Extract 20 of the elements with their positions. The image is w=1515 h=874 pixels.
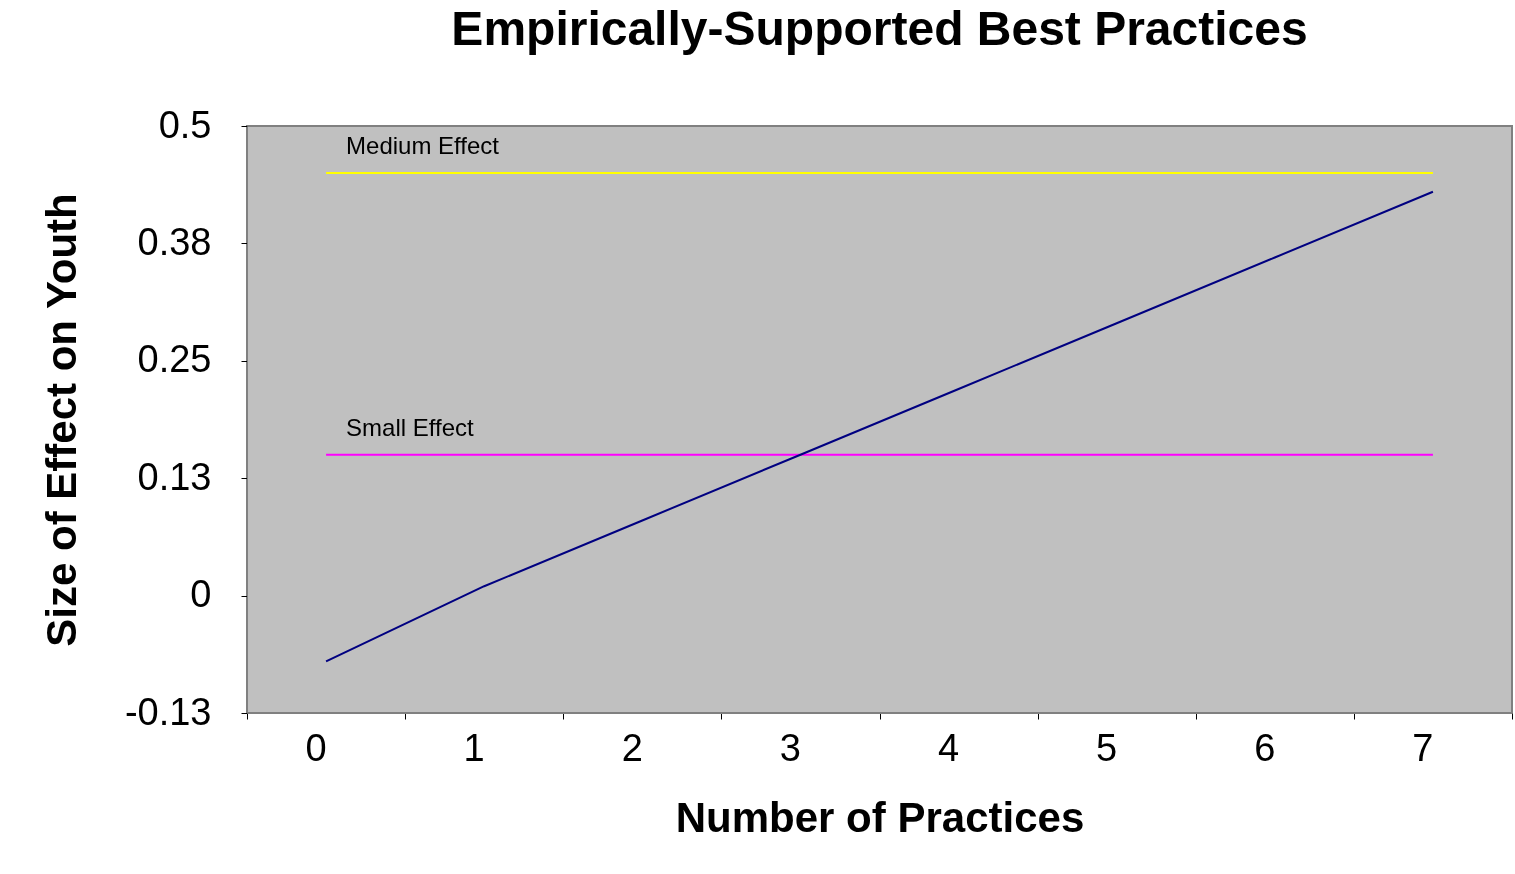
x-tick-label: 3 xyxy=(779,726,801,769)
x-tick-label: 6 xyxy=(1254,726,1276,769)
x-tick-label: 4 xyxy=(937,726,960,769)
x-tick-label: 0 xyxy=(305,726,327,769)
x-axis-title: Number of Practices xyxy=(675,793,1085,841)
line-series xyxy=(325,190,1434,663)
y-tick-label: 0.13 xyxy=(137,455,212,498)
y-tick-label: 0.5 xyxy=(158,103,212,146)
chart-title: Empirically-Supported Best Practices xyxy=(451,2,1308,55)
x-tick-label: 7 xyxy=(1412,726,1434,769)
y-tick-label: 0.38 xyxy=(137,220,212,263)
x-tick-label: 5 xyxy=(1096,726,1118,769)
x-tick-label: 1 xyxy=(463,726,485,769)
y-tick-label: 0.25 xyxy=(137,338,212,381)
ref-line-label: Medium Effect xyxy=(346,131,500,159)
y-tick-label: -0.13 xyxy=(124,690,212,733)
y-tick-label: 0 xyxy=(190,573,212,616)
y-axis-title: Size of Effect on Youth xyxy=(37,193,85,647)
ref-line-label: Small Effect xyxy=(346,413,474,441)
x-tick-label: 2 xyxy=(621,726,643,769)
